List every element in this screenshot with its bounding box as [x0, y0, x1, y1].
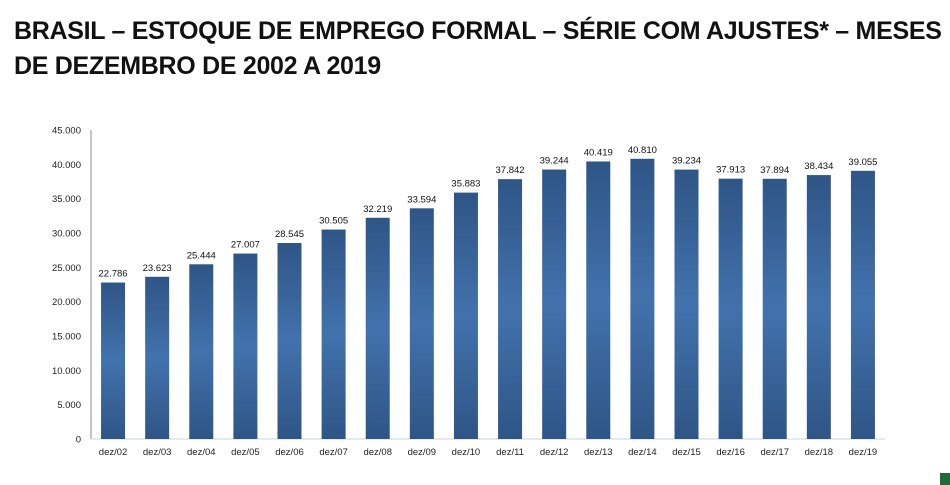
x-tick-label: dez/06	[275, 447, 304, 458]
x-tick-label: dez/16	[716, 447, 745, 458]
x-tick-label: dez/07	[319, 447, 348, 458]
x-tick-label: dez/18	[805, 447, 834, 458]
bar	[762, 178, 787, 439]
x-tick-label: dez/10	[452, 447, 481, 458]
data-label: 40.419	[584, 147, 613, 158]
x-tick-label: dez/17	[760, 447, 789, 458]
x-tick-label: dez/19	[849, 447, 878, 458]
bar	[586, 161, 611, 439]
bar	[674, 169, 699, 439]
x-tick-label: dez/15	[672, 447, 701, 458]
data-label: 23.623	[143, 263, 172, 274]
data-label: 32.219	[363, 204, 392, 215]
bar	[145, 276, 170, 439]
x-tick-label: dez/11	[496, 447, 524, 458]
x-tick-label: dez/04	[187, 447, 216, 458]
data-label: 38.434	[804, 161, 833, 172]
bar	[806, 175, 831, 439]
data-label: 40.810	[628, 145, 657, 156]
bar	[189, 264, 214, 439]
data-label: 37.913	[716, 165, 745, 176]
y-tick-label: 0	[76, 435, 81, 446]
bar	[101, 282, 126, 439]
bar	[277, 242, 302, 439]
bar	[365, 217, 390, 439]
y-tick-label: 5.000	[57, 400, 81, 411]
x-tick-label: dez/09	[408, 447, 437, 458]
page-title: BRASIL – ESTOQUE DE EMPREGO FORMAL – SÉR…	[14, 17, 942, 80]
data-label: 39.055	[848, 157, 877, 168]
data-label: 28.545	[275, 229, 304, 240]
x-tick-label: dez/08	[363, 447, 392, 458]
bar	[630, 158, 655, 439]
y-tick-label: 10.000	[52, 366, 81, 377]
data-label: 33.594	[407, 194, 436, 205]
data-label: 22.786	[99, 269, 128, 280]
data-label: 39.234	[672, 156, 701, 167]
bar	[498, 179, 523, 439]
x-tick-label: dez/03	[143, 447, 172, 458]
x-tick-label: dez/05	[231, 447, 260, 458]
x-tick-label: dez/02	[99, 447, 128, 458]
data-label: 37.894	[760, 165, 789, 176]
y-tick-label: 15.000	[52, 332, 81, 343]
data-label: 25.444	[187, 250, 216, 261]
data-label: 39.244	[540, 156, 569, 167]
y-tick-label: 35.000	[52, 194, 81, 205]
data-label: 37.842	[496, 165, 525, 176]
data-label: 30.505	[319, 216, 348, 227]
bar	[409, 208, 434, 439]
data-label: 35.883	[451, 179, 480, 190]
y-tick-label: 30.000	[52, 229, 81, 240]
x-tick-label: dez/13	[584, 447, 613, 458]
bar	[233, 253, 258, 439]
bar	[542, 169, 567, 439]
bar	[453, 192, 478, 439]
data-label: 27.007	[231, 240, 260, 251]
bar	[321, 229, 346, 439]
accent-bar	[940, 473, 950, 485]
x-tick-label: dez/12	[540, 447, 569, 458]
y-tick-label: 40.000	[52, 160, 81, 171]
bar	[718, 178, 743, 439]
x-tick-label: dez/14	[628, 447, 657, 458]
y-tick-label: 25.000	[52, 263, 81, 274]
y-tick-label: 20.000	[52, 297, 81, 308]
y-tick-label: 45.000	[52, 126, 81, 137]
bar	[850, 170, 875, 439]
